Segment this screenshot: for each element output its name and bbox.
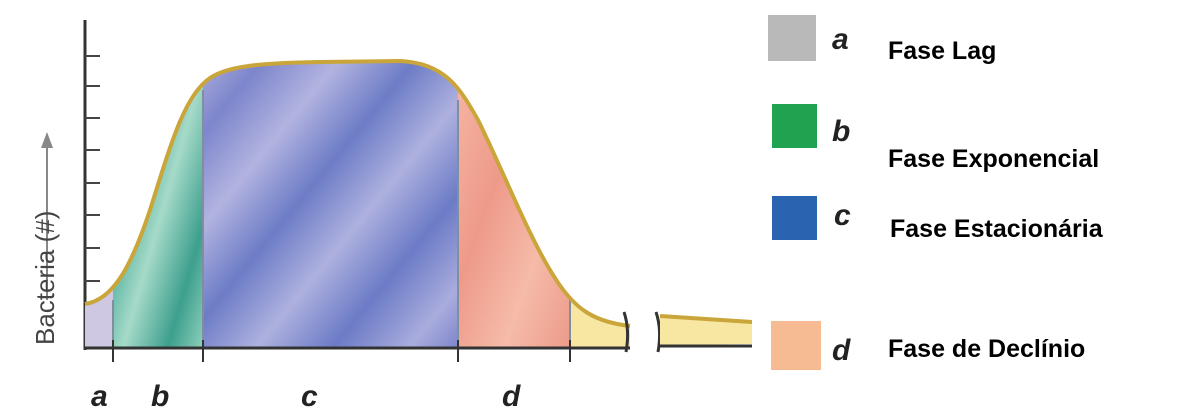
legend-label-decline: Fase de Declínio	[888, 335, 1085, 363]
x-axis-ticks	[112, 340, 571, 362]
y-axis-ticks	[85, 55, 100, 282]
axis-break-right-icon	[654, 311, 662, 353]
phase-boundaries	[112, 90, 571, 348]
legend-swatch-exponential	[772, 104, 817, 148]
region-exponential	[113, 61, 203, 348]
legend: a Fase Lag b Fase Exponencial c Fase Est…	[768, 15, 1104, 370]
legend-letter-a: a	[832, 23, 849, 56]
legend-letter-d: d	[832, 334, 851, 367]
phase-letter-d: d	[502, 380, 521, 412]
legend-swatch-stationary	[772, 196, 817, 240]
region-tail	[570, 61, 630, 348]
phase-letter-b: b	[151, 380, 169, 412]
legend-item-stationary: c Fase Estacionária	[772, 196, 1104, 243]
legend-item-lag: a Fase Lag	[768, 15, 996, 65]
legend-swatch-decline	[771, 321, 821, 370]
phase-letter-c: c	[301, 380, 318, 412]
y-axis-label: Bacteria (#)	[30, 211, 60, 345]
legend-label-exponential: Fase Exponencial	[888, 145, 1099, 173]
phase-regions	[85, 61, 630, 348]
legend-label-stationary: Fase Estacionária	[890, 215, 1104, 243]
phase-letter-a: a	[91, 380, 108, 412]
legend-swatch-lag	[768, 15, 816, 61]
y-arrow-head-icon	[41, 132, 53, 148]
legend-letter-b: b	[832, 115, 850, 148]
region-stationary	[203, 61, 458, 348]
growth-curve	[84, 58, 631, 328]
legend-item-exponential: b Fase Exponencial	[772, 104, 1099, 173]
legend-letter-c: c	[834, 199, 851, 232]
legend-item-decline: d Fase de Declínio	[771, 321, 1085, 370]
axis-break-left-icon	[622, 311, 630, 353]
tail-continuation	[660, 316, 752, 345]
tail-curve	[659, 314, 753, 324]
legend-label-lag: Fase Lag	[888, 37, 996, 65]
